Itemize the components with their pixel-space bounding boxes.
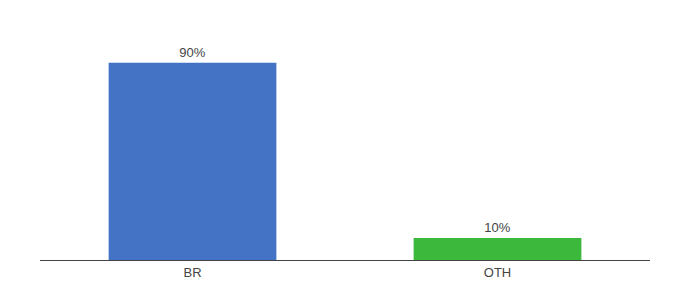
svg-text:BR: BR: [183, 265, 201, 280]
svg-text:10%: 10%: [484, 220, 510, 235]
svg-text:OTH: OTH: [484, 265, 511, 280]
svg-text:90%: 90%: [179, 45, 205, 60]
